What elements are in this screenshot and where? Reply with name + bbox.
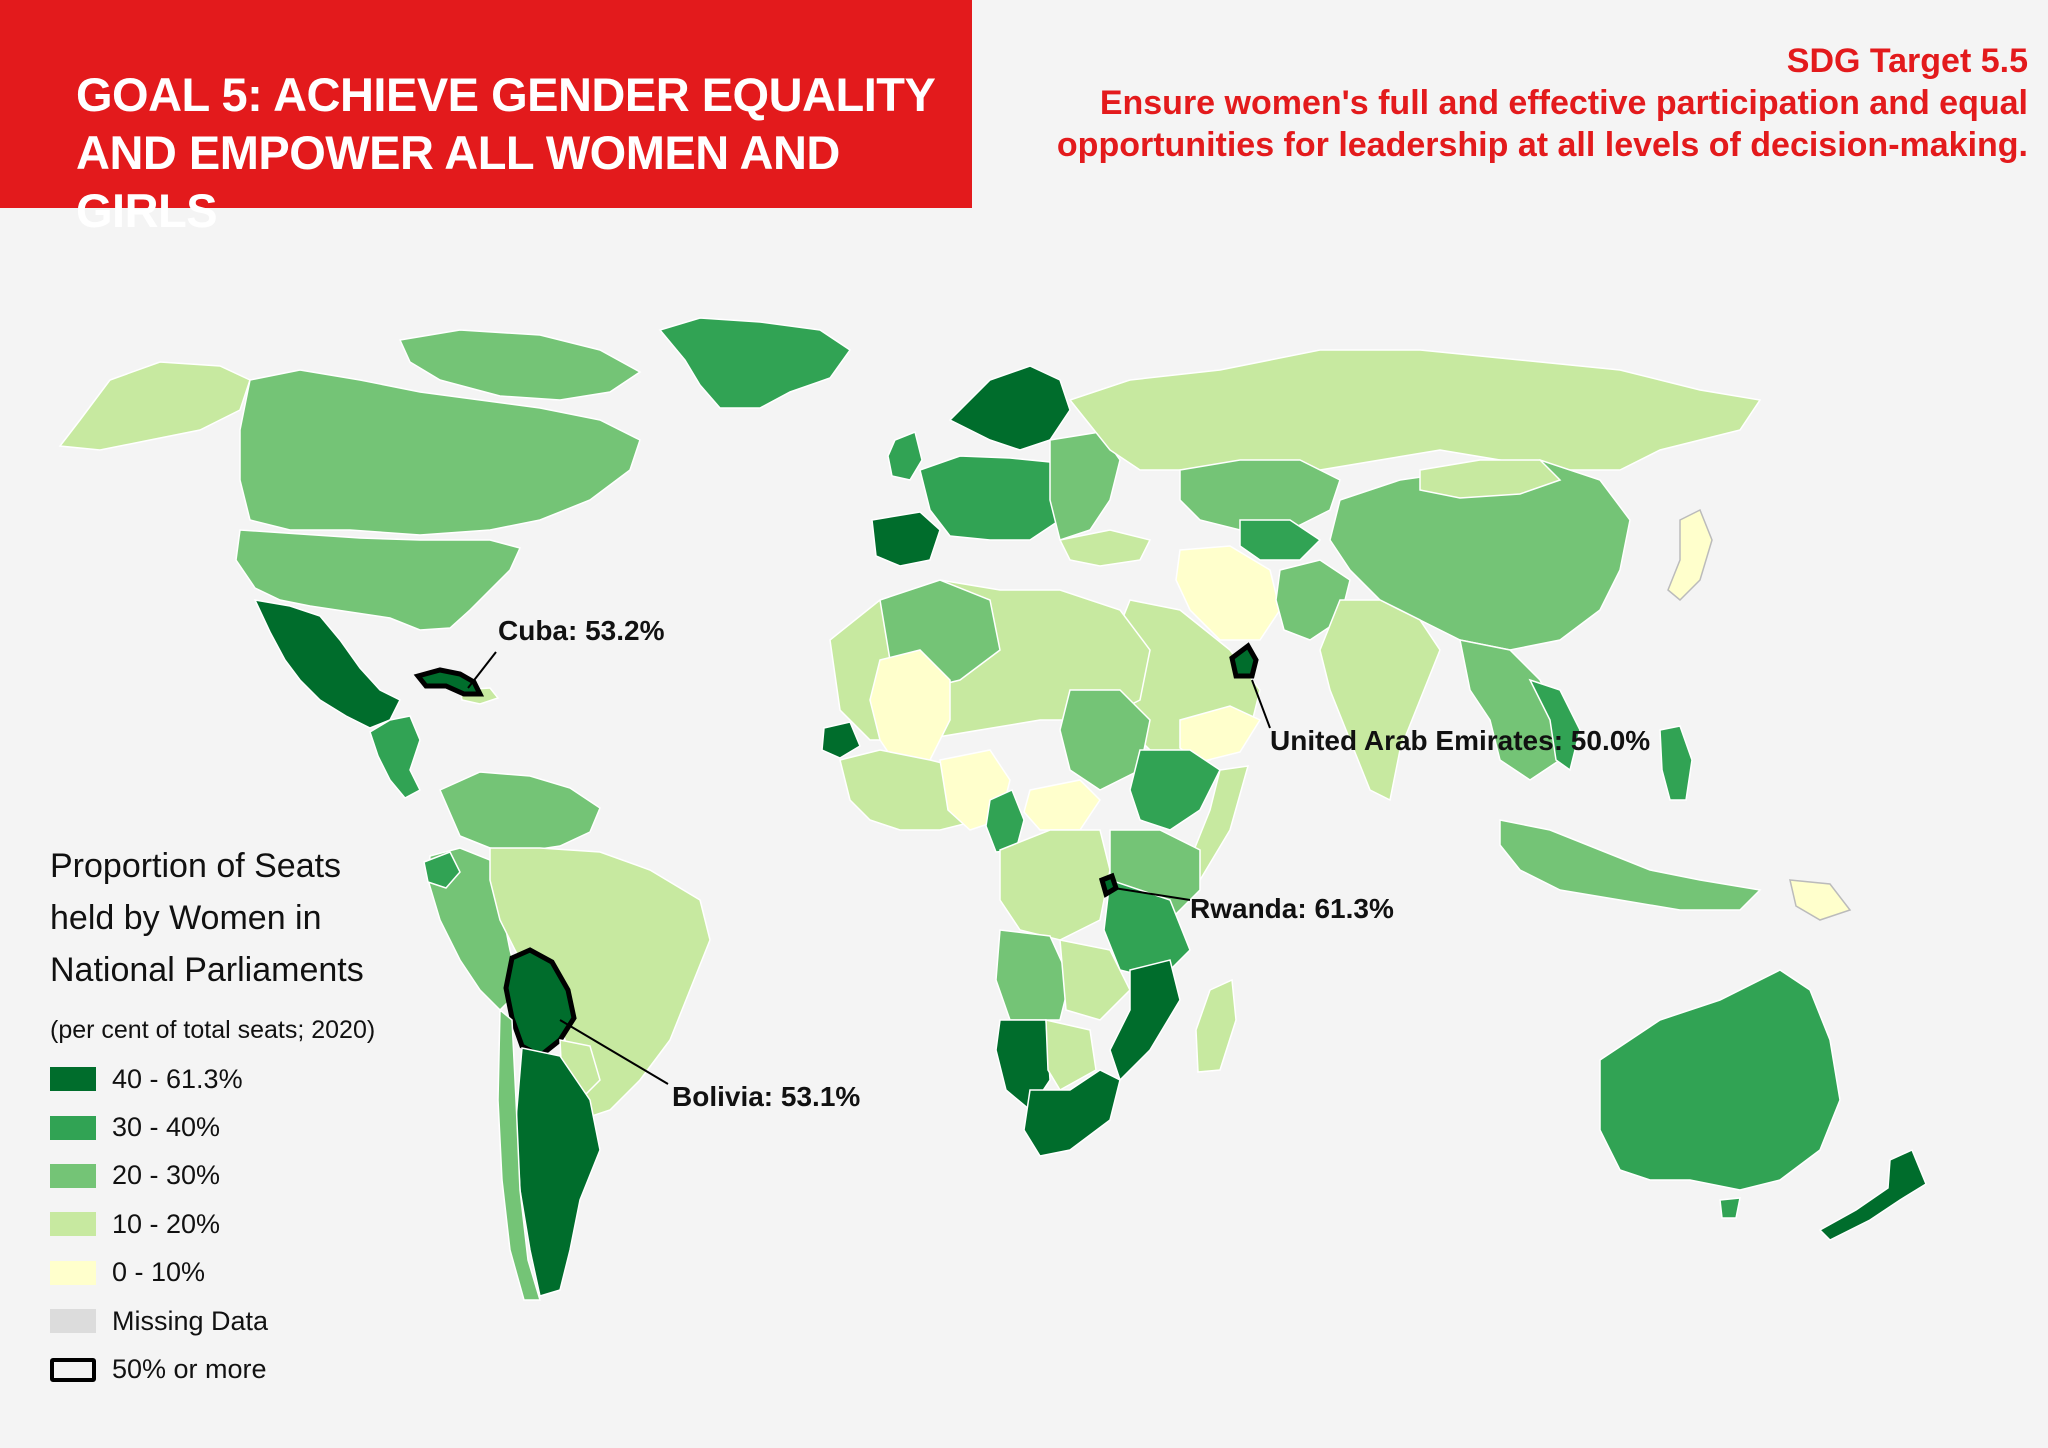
sdg-target-line1: Ensure women's full and effective partic… (1099, 84, 2028, 122)
region-tasmania (1719, 1197, 1741, 1219)
legend-swatch (50, 1115, 96, 1140)
region-canada (239, 369, 641, 536)
region-ethiopia (1129, 749, 1221, 831)
goal-title-line1: GOAL 5: ACHIEVE GENDER EQUALITY (76, 68, 936, 121)
region-arctic-islands (398, 329, 642, 401)
region-japan (1667, 508, 1713, 602)
legend-items: 40 - 61.3% 30 - 40% 20 - 30% 10 - 20% 0 - 10… (50, 1055, 450, 1394)
map-legend: Proportion of Seats held by Women in Nat… (50, 840, 450, 1394)
region-central-africa (1023, 779, 1101, 831)
region-russia (1068, 349, 1762, 471)
region-indonesia (1499, 819, 1762, 911)
legend-label: 40 - 61.3% (112, 1063, 243, 1094)
legend-title-line3: National Parliaments (50, 951, 364, 989)
legend-item: 10 - 20% (50, 1200, 450, 1248)
region-central-asia (1239, 519, 1322, 561)
sdg-target: SDG Target 5.5 Ensure women's full and e… (968, 40, 2028, 166)
goal-banner: GOAL 5: ACHIEVE GENDER EQUALITY AND EMPO… (0, 0, 972, 237)
region-mozambique (1109, 959, 1181, 1082)
region-philippines (1659, 725, 1693, 801)
region-central-america (369, 715, 421, 799)
region-alaska (58, 361, 251, 451)
region-mongolia (1419, 459, 1562, 499)
region-rwanda (1098, 872, 1120, 898)
region-cuba (413, 667, 485, 697)
legend-label: 50% or more (112, 1354, 267, 1385)
region-india (1319, 599, 1441, 802)
callout-bolivia: Bolivia: 53.1% (672, 1081, 860, 1112)
region-australia (1599, 969, 1841, 1191)
region-southeast-asia (1459, 639, 1561, 781)
callout-uae: United Arab Emirates: 50.0% (1270, 725, 1650, 756)
callout-leader-rwanda (1113, 887, 1191, 901)
region-mexico (253, 599, 402, 729)
region-madagascar (1195, 978, 1237, 1073)
region-usa (235, 529, 522, 631)
legend-label: 0 - 10% (112, 1257, 206, 1288)
region-chile (497, 1008, 542, 1301)
region-western-europe (919, 455, 1071, 541)
callout-cuba: Cuba: 53.2% (498, 615, 665, 646)
region-uk (887, 430, 923, 481)
legend-title: Proportion of Seats held by Women in Nat… (50, 840, 430, 996)
region-sudan (1059, 689, 1151, 791)
region-uae (1229, 642, 1259, 679)
legend-title-line2: held by Women in (50, 899, 322, 937)
legend-swatch (50, 1067, 96, 1092)
callout-rwanda: Rwanda: 61.3% (1190, 893, 1394, 924)
legend-subtitle: (per cent of total seats; 2020) (50, 1016, 376, 1044)
legend-item: 40 - 61.3% (50, 1055, 450, 1103)
legend-swatch (50, 1309, 96, 1334)
region-yemen (1179, 705, 1262, 763)
region-ecuador (423, 851, 461, 889)
legend-item: 50% or more (50, 1345, 450, 1393)
legend-swatch (50, 1357, 96, 1382)
legend-swatch (50, 1212, 96, 1237)
sdg-target-label: SDG Target 5.5 (1786, 42, 2028, 80)
goal-title: GOAL 5: ACHIEVE GENDER EQUALITY AND EMPO… (76, 66, 956, 240)
callout-leader-bolivia (559, 1019, 669, 1085)
region-senegal (821, 721, 861, 759)
region-iran (1175, 545, 1281, 641)
region-scandinavia (948, 365, 1071, 451)
callout-leader-uae (1251, 679, 1271, 729)
region-south-africa (1023, 1069, 1121, 1157)
legend-item: 20 - 30% (50, 1152, 450, 1200)
legend-label: 10 - 20% (112, 1208, 221, 1239)
legend-swatch (50, 1163, 96, 1188)
region-spain (871, 511, 941, 567)
goal-title-line2: AND EMPOWER ALL WOMEN AND GIRLS (76, 126, 840, 237)
sdg-target-line2: opportunities for leadership at all leve… (1056, 126, 2028, 164)
callout-leader-cuba (467, 651, 497, 689)
legend-swatch (50, 1260, 96, 1285)
region-angola (995, 929, 1071, 1021)
region-greenland (658, 317, 852, 409)
legend-item: Missing Data (50, 1297, 450, 1345)
region-congo (999, 829, 1111, 941)
region-botswana (1045, 1019, 1097, 1092)
region-zambia (1059, 939, 1131, 1021)
legend-label: 30 - 40% (112, 1112, 221, 1143)
region-vietnam (1528, 678, 1581, 772)
legend-label: 20 - 30% (112, 1160, 221, 1191)
legend-title-line1: Proportion of Seats (50, 847, 342, 885)
legend-label: Missing Data (112, 1305, 269, 1336)
region-turkey (1058, 529, 1152, 567)
legend-item: 0 - 10% (50, 1249, 450, 1297)
region-colombia-venezuela (439, 771, 601, 853)
region-new-zealand (1818, 1148, 1927, 1241)
region-kazakhstan (1179, 459, 1341, 531)
legend-item: 30 - 40% (50, 1103, 450, 1151)
region-papua-new-guinea (1789, 879, 1852, 921)
